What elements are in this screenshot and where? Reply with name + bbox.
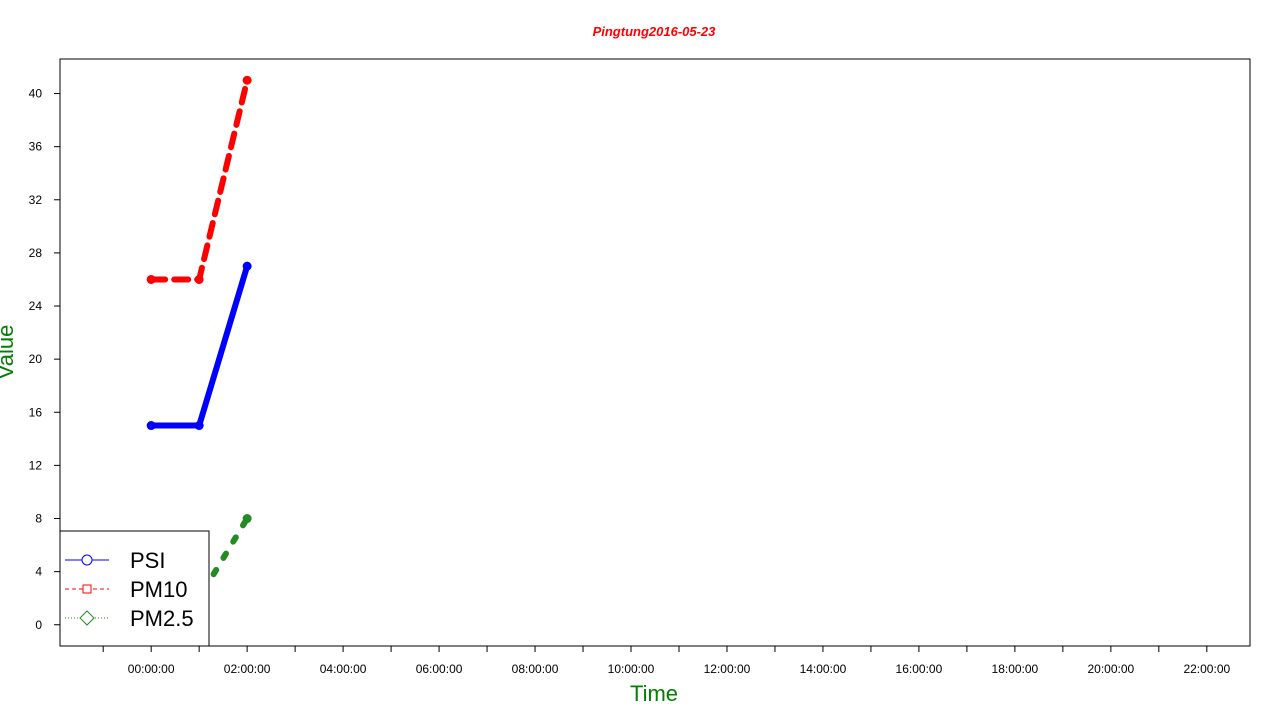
x-tick-label: 04:00:00 (320, 662, 367, 676)
y-tick-label: 0 (35, 618, 42, 632)
y-tick-label: 24 (29, 299, 43, 313)
y-tick-label: 36 (29, 140, 43, 154)
data-point (242, 514, 252, 524)
x-tick-label: 08:00:00 (512, 662, 559, 676)
legend-label: PM2.5 (130, 606, 194, 631)
series-line-psi (148, 263, 251, 429)
y-tick-label: 4 (35, 565, 42, 579)
legend: PSI PM10 PM2.5 (59, 530, 210, 647)
y-tick-label: 28 (29, 246, 43, 260)
x-tick-label: 20:00:00 (1087, 662, 1134, 676)
y-tick-label: 12 (29, 458, 43, 472)
x-tick-label: 22:00:00 (1183, 662, 1230, 676)
x-tick-label: 02:00:00 (224, 662, 271, 676)
data-point (146, 274, 156, 284)
chart-title: Pingtung2016-05-23 (593, 24, 717, 39)
legend-diamond-icon (79, 610, 95, 626)
x-tick-label: 10:00:00 (608, 662, 655, 676)
y-axis-title: Value (0, 325, 18, 380)
y-tick-label: 32 (29, 193, 43, 207)
x-tick-label: 18:00:00 (992, 662, 1039, 676)
y-tick-label: 16 (29, 405, 43, 419)
legend-circle-icon (81, 554, 93, 566)
y-tick-label: 20 (29, 352, 43, 366)
y-tick-label: 8 (35, 512, 42, 526)
x-tick-label: 12:00:00 (704, 662, 751, 676)
legend-label: PSI (130, 548, 165, 573)
data-point (194, 421, 204, 431)
x-tick-label: 16:00:00 (896, 662, 943, 676)
x-tick-label: 06:00:00 (416, 662, 463, 676)
x-axis-title: Time (630, 681, 678, 706)
x-tick-label: 00:00:00 (128, 662, 175, 676)
x-tick-label: 14:00:00 (800, 662, 847, 676)
legend-square-icon (82, 584, 92, 594)
y-tick-label: 40 (29, 87, 43, 101)
data-point (146, 421, 156, 431)
plot-frame (59, 58, 1251, 647)
series-line-pm10 (148, 77, 251, 283)
data-point (194, 274, 204, 284)
data-point (242, 75, 252, 85)
data-point (242, 261, 252, 271)
legend-label: PM10 (130, 577, 187, 602)
